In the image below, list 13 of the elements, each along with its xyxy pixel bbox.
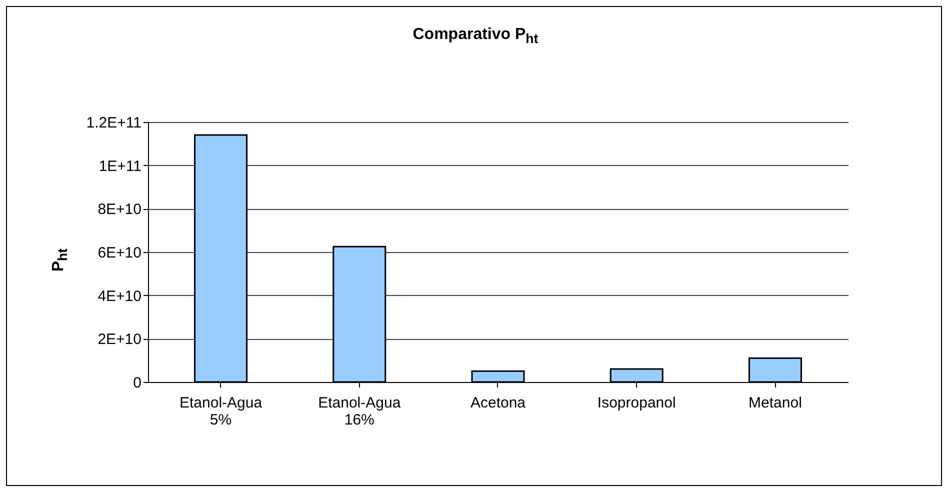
y-tick-label: 6E+10 bbox=[98, 244, 142, 262]
y-tick-label: 2E+10 bbox=[98, 331, 142, 348]
x-tick-label: Etanol-Agua 5% bbox=[179, 394, 263, 428]
x-tick-label: Acetona bbox=[470, 394, 526, 412]
y-tick-label: 1E+11 bbox=[98, 158, 142, 175]
y-tick-label: 0 bbox=[133, 374, 142, 392]
y-tick-label: 1.2E+11 bbox=[86, 114, 142, 132]
x-tick-label: Metanol bbox=[748, 394, 802, 412]
x-tick-label: Etanol-Agua 16% bbox=[318, 394, 402, 428]
y-tick-label: 8E+10 bbox=[98, 201, 142, 218]
x-tick-label: Isopropanol bbox=[597, 394, 676, 412]
y-tick-label: 4E+10 bbox=[98, 288, 142, 305]
chart-title: Comparativo P$_{ht}$ bbox=[412, 26, 540, 46]
